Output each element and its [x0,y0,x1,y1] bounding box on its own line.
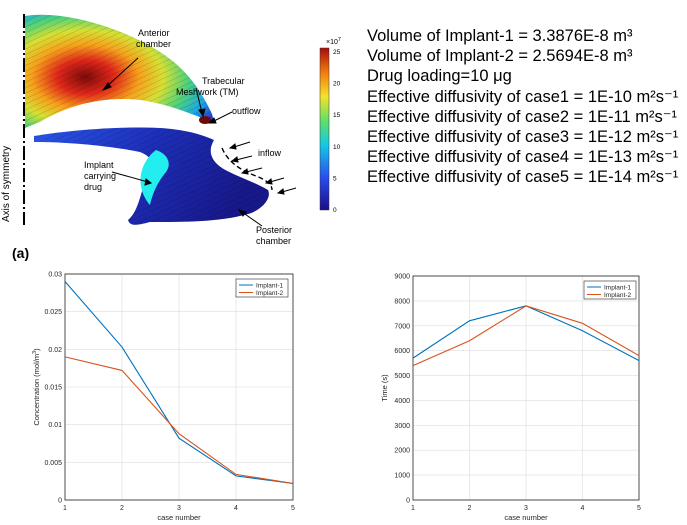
colorbar-exponent: ×107 [326,37,341,46]
anterior-chamber-region [25,14,214,128]
y-tick-label: 0 [406,498,410,505]
info-line: Volume of Implant-1 = 3.3876E-8 m³ [367,27,633,45]
x-tick-label: 4 [581,505,585,512]
y-tick-label: 4000 [394,398,410,405]
y-tick-label: 5000 [394,373,410,380]
posterior-line-1: Posterior [256,225,292,235]
info-line: Effective diffusivity of case5 = 1E-14 m… [367,168,679,187]
colorbar-tick-label: 0 [333,207,337,214]
tm-line-1: Trabecular [202,76,245,86]
colorbar-tick-label: 15 [333,112,341,119]
implant-line-1: Implant [84,160,114,170]
x-tick-label: 2 [468,505,472,512]
y-tick-label: 0.025 [44,309,62,316]
legend-label: Implant-2 [604,292,631,299]
y-tick-label: 0 [58,498,62,505]
y-tick-label: 1000 [394,473,410,480]
inflow-label: inflow [258,148,282,158]
panel-label-a: (a) [12,245,29,261]
x-tick-label: 5 [291,505,295,512]
y-tick-label: 0.01 [48,422,62,429]
trabecular-meshwork [199,116,211,124]
tm-line-2: Meshwork (TM) [176,87,239,97]
colorbar [319,47,330,211]
colorbar-tick-label: 5 [333,175,337,182]
x-axis-label: case number [157,513,201,522]
plot-border [64,273,294,501]
axis-of-symmetry-label: Axis of symmetry [1,146,12,222]
concentration-chart: 0 0.005 0.01 0.015 0.02 0.025 0.03 1 2 3 4 5 case nu… [32,272,295,523]
annotation-arrows [101,57,297,227]
info-line: Effective diffusivity of case3 = 1E-12 m… [367,128,679,147]
y-tick-label: 0.005 [44,460,62,467]
legend-label: Implant-2 [256,290,283,297]
y-axis-label: Concentration (mol/m3) [32,348,41,426]
x-tick-label: 1 [63,505,67,512]
implant-line-2: carrying [84,171,116,181]
y-tick-label: 6000 [394,348,410,355]
y-tick-label: 9000 [394,274,410,281]
info-line: Drug loading=10 μg [367,67,512,86]
y-tick-label: 7000 [394,323,410,330]
implant-label: Implant carrying drug [84,160,119,192]
time-chart: 0 1000 2000 3000 4000 5000 6000 7000 8000 9000 1 2 3… [380,274,641,523]
series-line-1 [64,281,294,484]
y-tick-label: 0.03 [48,272,62,279]
legend-label: Implant-1 [256,282,283,289]
info-line: Effective diffusivity of case1 = 1E-10 m… [367,87,679,106]
outflow-label: outflow [232,106,261,116]
simulation-figure: Axis of symmetry Anterior chamber Trabec… [1,14,341,261]
plot-border [412,275,640,501]
posterior-chamber-label: Posterior chamber [256,225,295,246]
anterior-line-2: chamber [136,39,171,49]
y-tick-label: 0.015 [44,385,62,392]
simulation-parameters: Volume of Implant-1 = 3.3876E-8 m³ Volume… [367,26,685,188]
series-line-2 [412,305,640,367]
y-tick-label: 0.02 [48,347,62,354]
x-tick-label: 1 [411,505,415,512]
colorbar-tick-label: 25 [333,49,341,56]
y-tick-label: 3000 [394,423,410,430]
colorbar-tick-label: 20 [333,81,341,88]
anterior-chamber-label: Anterior chamber [136,28,172,49]
y-tick-label: 2000 [394,448,410,455]
info-line: Effective diffusivity of case2 = 1E-11 m… [367,107,677,126]
y-axis-label: Time (s) [380,374,389,402]
legend-label: Implant-1 [604,284,631,291]
x-tick-label: 2 [120,505,124,512]
inflow-boundary [221,147,273,191]
tm-label: Trabecular Meshwork (TM) [176,76,247,97]
y-tick-label: 8000 [394,298,410,305]
series-line-2 [64,356,294,484]
posterior-line-2: chamber [256,236,291,246]
colorbar-ticks: 25 20 15 10 5 0 [333,49,341,214]
x-axis-label: case number [504,513,548,522]
implant-line-3: drug [84,182,102,192]
colorbar-tick-label: 10 [333,144,341,151]
info-line: Volume of Implant-2 = 2.5694E-8 m³ [367,47,633,66]
info-line: Effective diffusivity of case4 = 1E-13 m… [367,148,679,167]
x-tick-label: 5 [637,505,641,512]
x-tick-label: 3 [524,505,528,512]
implant-shape [140,150,169,205]
x-tick-label: 3 [177,505,181,512]
x-tick-label: 4 [234,505,238,512]
anterior-line-1: Anterior [138,28,170,38]
